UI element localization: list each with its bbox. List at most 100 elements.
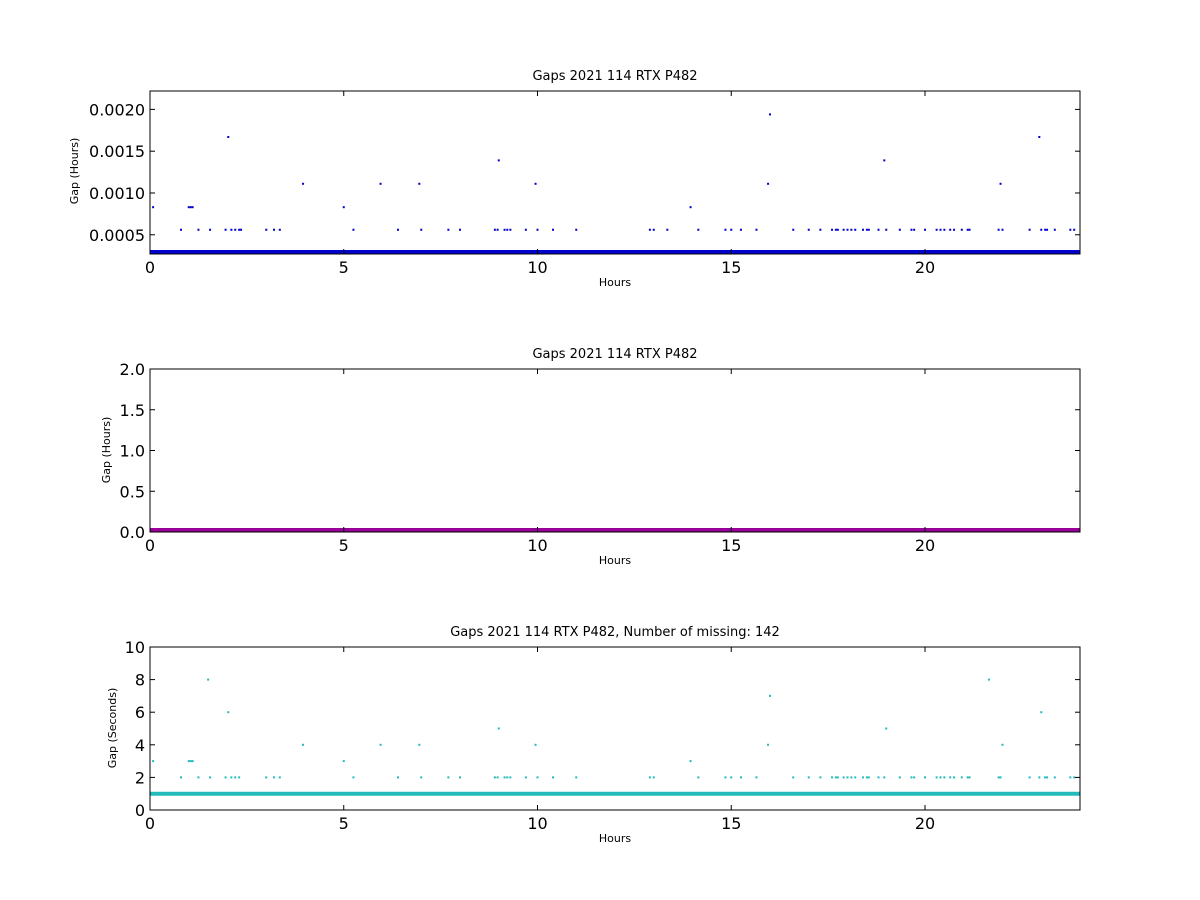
panel-1-point [831,228,833,231]
x-tick-label: 5 [339,814,349,833]
panel-1-point [697,228,700,231]
panel-3-point [503,776,506,779]
panel-1-point [739,228,742,231]
panel-3-point [846,776,849,779]
panel-1-point [935,228,938,231]
y-tick-label: 6 [135,703,145,722]
panel-3-point [524,776,527,779]
panel-1-point [648,228,651,231]
panel-1-point [503,228,506,231]
panel-1-point [792,228,795,231]
panel-1-point [867,228,870,231]
panel-1-point [968,228,971,231]
y-tick-label: 0.0015 [89,142,145,161]
panel-3-point [865,776,868,779]
panel-3-point [224,776,227,779]
panel-1-point [846,228,849,231]
panel-3-point [238,776,241,779]
panel-1-point [924,228,926,231]
panel-3: Gaps 2021 114 RTX P482, Number of missin… [106,625,1081,845]
panel-3-point [987,678,990,681]
panel-1-point [152,206,155,209]
y-tick-label: 0.0020 [89,100,145,119]
panel-1-point [189,206,192,209]
panel-3-point [379,743,382,746]
panel-3-point [939,776,942,779]
panel-3-point [1053,776,1056,779]
panel-1-point [767,182,770,185]
panel-1-point [1001,228,1004,231]
y-tick-label: 0 [135,801,145,820]
panel-1-point [883,159,886,162]
panel-3-point [397,776,399,779]
panel-1-point [943,228,946,231]
panel-3-point [767,743,770,746]
panel-1-point [877,228,880,231]
panel-2: Gaps 2021 114 RTX P482 Hours Gap (Hours)… [100,347,1081,567]
panel-1-point [524,228,527,231]
panel-1-point [755,228,758,231]
panel-3-point [302,743,305,746]
panel-1-point [1028,228,1031,231]
x-tick-label: 10 [527,536,547,555]
panel-1-point [730,228,733,231]
panel-1-point [534,182,537,185]
panel-1-marks [150,113,1080,254]
panel-3-point [842,776,845,779]
x-tick-label: 20 [915,536,935,555]
panel-1-point [265,228,268,231]
panel-1-point [187,206,190,209]
panel-3-point [420,776,423,779]
panel-3-point [689,760,692,763]
panel-1-point [960,228,963,231]
panel-3-point [180,776,182,779]
panel-3-xlabel: Hours [599,832,631,845]
panel-1-point [238,228,241,231]
panel-1-point [230,228,233,231]
panel-1-point [953,228,956,231]
panel-1-point [834,228,837,231]
panel-3-point [1038,776,1041,779]
panel-1-point [379,182,382,185]
panel-3-point [960,776,963,779]
panel-3-ylabel: Gap (Seconds) [106,688,119,769]
panel-3-point [189,760,192,763]
panel-1-point [1046,228,1049,231]
panel-3-point [197,776,200,779]
panel-3-point [769,694,771,697]
x-tick-label: 20 [915,814,935,833]
x-tick-label: 20 [915,258,935,277]
panel-1-point [493,228,496,231]
panel-3-point [885,727,888,730]
x-tick-label: 0 [145,258,155,277]
panel-1-point [997,228,1000,231]
panel-3-point [807,776,810,779]
panel-3-point [910,776,913,779]
panel-1-point [966,228,969,231]
panel-1-point [1073,228,1076,231]
panel-3-point [1069,776,1072,779]
y-tick-label: 2 [135,768,145,787]
x-tick-label: 0 [145,814,155,833]
panel-1-point [240,228,243,231]
y-tick-label: 1.5 [120,401,145,420]
panel-1-point [769,113,771,116]
panel-1-point [273,228,275,231]
panel-1-point [850,228,853,231]
panel-3-point [850,776,853,779]
panel-3-point [953,776,956,779]
panel-1-point [459,228,461,231]
panel-3-point [949,776,952,779]
panel-3-point [755,776,758,779]
panel-1-point [913,228,916,231]
panel-1-point [1053,228,1056,231]
panel-1-point [949,228,952,231]
panel-1-point [819,228,822,231]
y-tick-label: 0.5 [120,482,145,501]
panel-1-point [724,228,727,231]
y-tick-label: 2.0 [120,360,145,379]
panel-3-point [230,776,233,779]
panel-1-point [836,228,839,231]
panel-1-point [191,206,194,209]
panel-3-point [724,776,727,779]
